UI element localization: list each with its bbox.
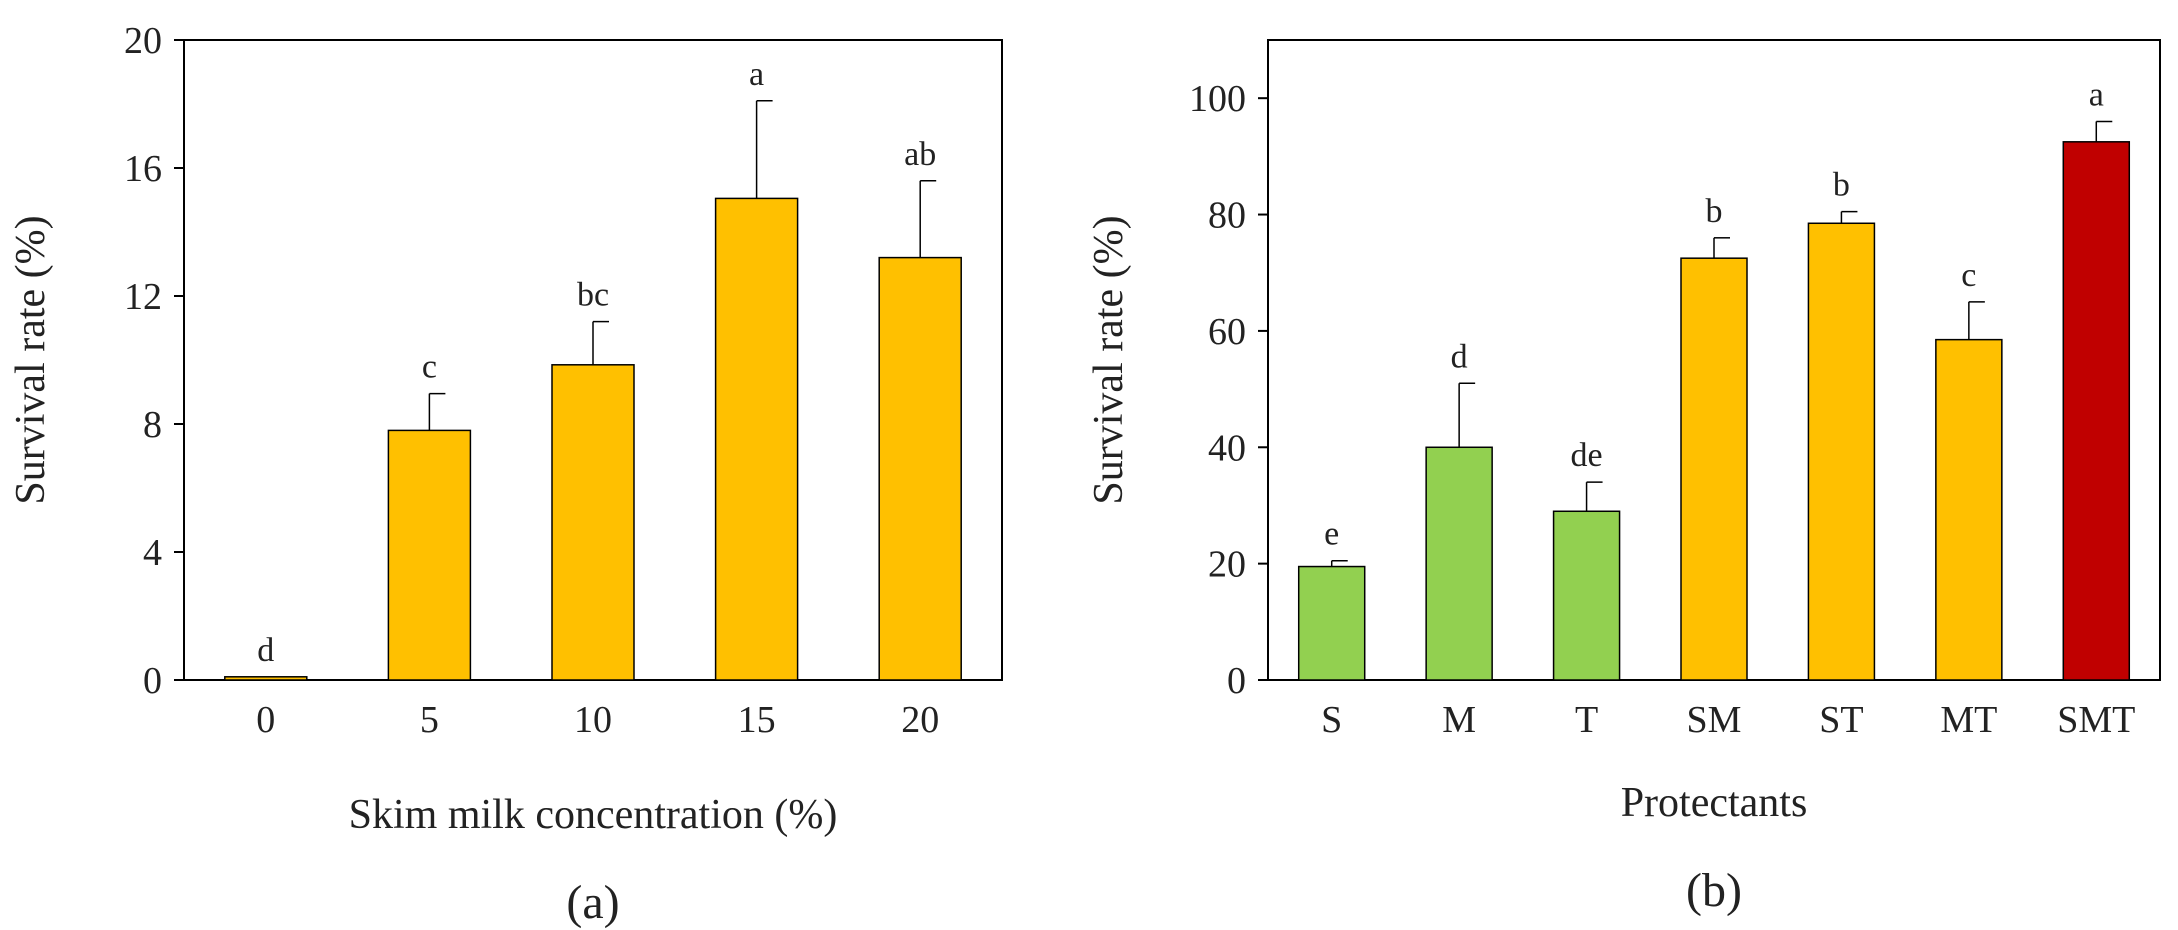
significance-letter: d xyxy=(1451,338,1468,375)
y-axis-label: Survival rate (%) xyxy=(8,215,54,504)
significance-letter: d xyxy=(257,632,274,669)
y-tick-label: 8 xyxy=(143,404,162,446)
bar-0 xyxy=(224,676,308,681)
x-axis-label: Protectants xyxy=(1621,780,1808,826)
significance-letter: e xyxy=(1324,516,1339,553)
significance-letter: bc xyxy=(577,277,609,314)
x-tick-label: S xyxy=(1321,699,1342,741)
bar-mt xyxy=(1935,338,2003,681)
x-tick-label: 10 xyxy=(574,699,612,741)
x-axis-label: Skim milk concentration (%) xyxy=(349,792,838,838)
significance-letter: b xyxy=(1706,193,1723,230)
significance-letter: a xyxy=(749,56,764,93)
bar-t xyxy=(1552,510,1621,681)
chart-b: 0 20 40 60 80 100 e Sd Mde Tb SM b ST c MT a SMT Protecta… xyxy=(1086,39,2161,917)
bar-10 xyxy=(551,364,635,681)
y-tick-label: 20 xyxy=(124,20,162,62)
x-tick-label: MT xyxy=(1940,699,1997,741)
y-tick-label: 16 xyxy=(124,148,162,190)
x-tick-label: SM xyxy=(1687,699,1742,741)
bar-20 xyxy=(878,256,962,681)
y-tick-label: 40 xyxy=(1208,427,1246,469)
panel-label: (a) xyxy=(566,876,619,929)
x-tick-label: 20 xyxy=(901,699,939,741)
significance-letter: c xyxy=(422,349,437,386)
y-tick-label: 12 xyxy=(124,276,162,318)
chart-a: 0 4 8 12 16 20 d 0 c 5 bc 10 a 15 ab 20 Skim milk concen… xyxy=(8,20,1003,929)
y-tick-label: 4 xyxy=(143,532,162,574)
bar-s xyxy=(1297,565,1366,681)
significance-letter: de xyxy=(1571,437,1603,474)
x-tick-label: SMT xyxy=(2057,699,2135,741)
y-tick-label: 100 xyxy=(1189,78,1246,120)
significance-letter: a xyxy=(2089,76,2104,113)
bar-5 xyxy=(387,429,472,681)
significance-letter: b xyxy=(1833,167,1850,204)
x-tick-label: T xyxy=(1575,699,1598,741)
significance-letter: ab xyxy=(904,136,936,173)
x-tick-label: 5 xyxy=(420,699,439,741)
bar-sm xyxy=(1680,257,1748,681)
bar-st xyxy=(1807,222,1876,681)
panel-label: (b) xyxy=(1686,864,1742,917)
y-tick-label: 0 xyxy=(1227,660,1246,702)
bar-m xyxy=(1425,446,1493,681)
y-tick-label: 0 xyxy=(143,660,162,702)
bar-smt xyxy=(2062,141,2131,681)
y-tick-label: 20 xyxy=(1208,544,1246,586)
y-axis-label: Survival rate (%) xyxy=(1086,215,1132,504)
x-tick-label: 0 xyxy=(256,699,275,741)
y-tick-label: 60 xyxy=(1208,311,1246,353)
bar-15 xyxy=(714,197,799,681)
x-tick-label: 15 xyxy=(738,699,776,741)
x-tick-label: M xyxy=(1442,699,1476,741)
significance-letter: c xyxy=(1961,257,1976,294)
y-tick-label: 80 xyxy=(1208,195,1246,237)
x-tick-label: ST xyxy=(1819,699,1863,741)
